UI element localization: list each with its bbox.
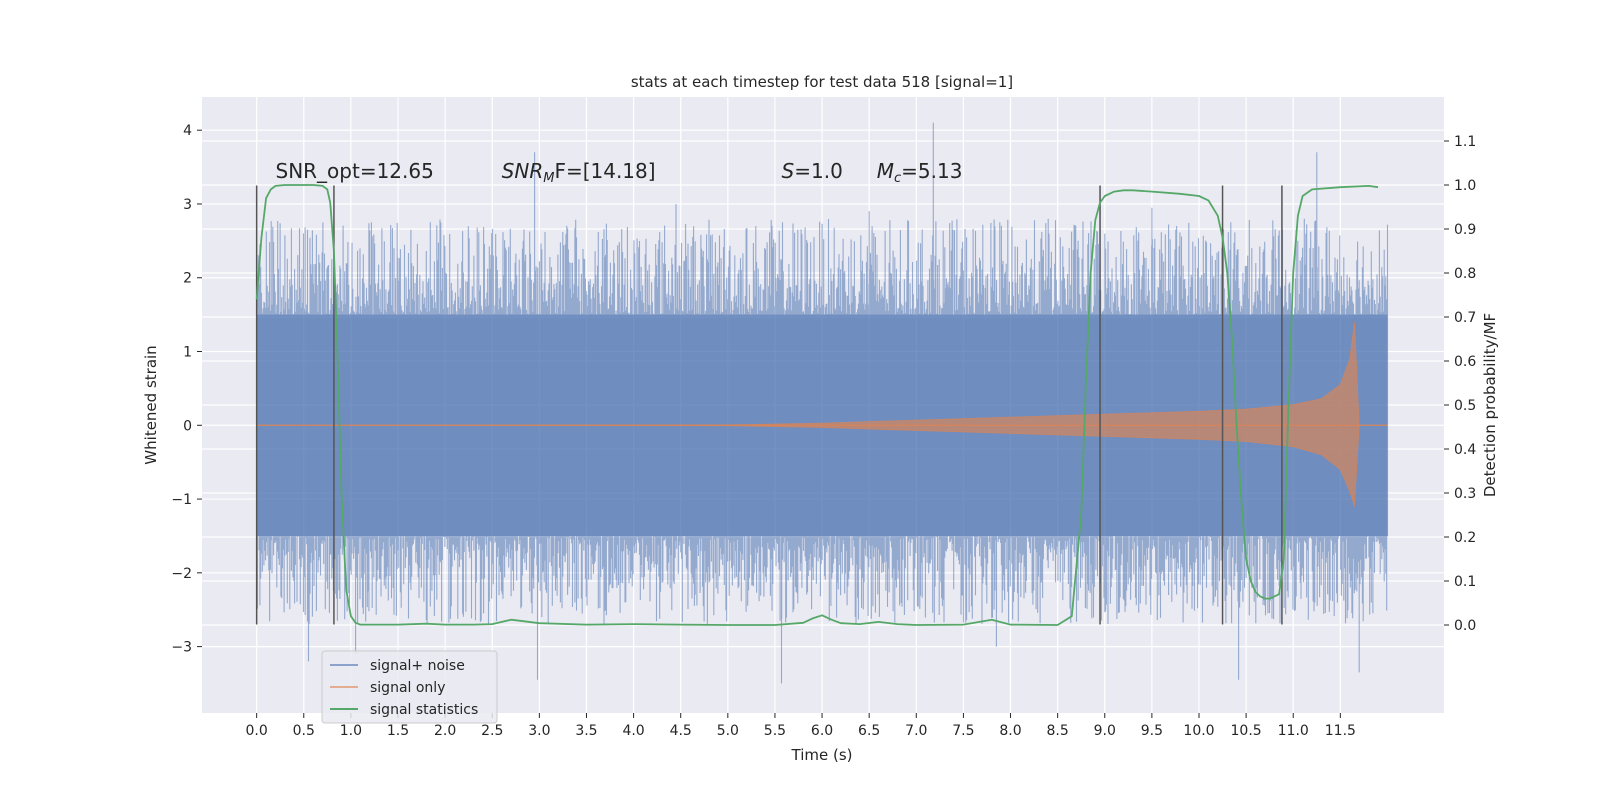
x-tick-label: 3.5 (575, 723, 597, 739)
legend-entry: signal+ noise (370, 658, 465, 674)
y-tick-label: 4 (183, 123, 192, 139)
y-right-tick-label: 0.2 (1454, 530, 1476, 546)
y-right-axis-label: Detection probability/MF (1481, 313, 1499, 497)
annotation-value: =1.0 (794, 159, 843, 183)
y-right-tick-label: 0.7 (1454, 310, 1476, 326)
x-tick-label: 5.0 (717, 723, 739, 739)
y-right-tick-label: 1.1 (1454, 134, 1476, 150)
x-tick-label: 8.0 (999, 723, 1021, 739)
legend-entry: signal statistics (370, 702, 478, 718)
y-right-tick-label: 0.4 (1454, 442, 1476, 458)
annotation-symbol: M (877, 159, 894, 183)
x-tick-label: 2.5 (481, 723, 503, 739)
y-axis-label: Whitened strain (142, 345, 160, 464)
x-tick-label: 4.5 (670, 723, 692, 739)
x-tick-label: 9.0 (1094, 723, 1116, 739)
x-axis-ticks: 0.0 0.5 1.0 1.5 2.0 2.5 3.0 3.5 4.0 4.5 5.0 5.5 6.0 6… (246, 713, 1356, 739)
y-tick-label: −1 (171, 492, 192, 508)
x-tick-label: 11.0 (1278, 723, 1309, 739)
x-tick-label: 7.5 (952, 723, 974, 739)
x-tick-label: 10.5 (1231, 723, 1262, 739)
annotation-subscript: c (894, 171, 901, 186)
y-axis-ticks: −3 −2 −1 0 1 2 3 4 (171, 123, 202, 656)
legend-entry: signal only (370, 680, 445, 696)
y-right-tick-label: 0.1 (1454, 574, 1476, 590)
x-tick-label: 0.0 (246, 723, 268, 739)
y-tick-label: −2 (171, 566, 192, 582)
x-tick-label: 3.0 (528, 723, 550, 739)
y-right-axis-ticks: 0.0 0.1 0.2 0.3 0.4 0.5 0.6 0.7 0.8 0.9 1.0 1.1 (1444, 134, 1476, 634)
x-tick-label: 0.5 (293, 723, 315, 739)
annotations: SNR_opt=12.65 SNRMF=[14.18] S=1.0 Mc=5.13 (276, 159, 963, 186)
annotation-subscript: M (543, 171, 554, 186)
y-tick-label: 1 (183, 345, 192, 361)
chart-title: stats at each timestep for test data 518… (631, 73, 1013, 91)
x-tick-label: 4.0 (622, 723, 644, 739)
series-signal-only (256, 321, 1388, 507)
y-right-tick-label: 0.6 (1454, 354, 1476, 370)
y-right-tick-label: 1.0 (1454, 178, 1476, 194)
annotation-s-val: S=1.0 (782, 159, 843, 183)
annotation-snr-mf: SNRMF=[14.18] (502, 159, 656, 186)
x-tick-label: 1.0 (340, 723, 362, 739)
x-tick-label: 7.0 (905, 723, 927, 739)
x-tick-label: 6.0 (811, 723, 833, 739)
y-right-tick-label: 0.9 (1454, 222, 1476, 238)
y-right-tick-label: 0.5 (1454, 398, 1476, 414)
series-signal-statistics (255, 184, 1379, 626)
legend-box (321, 650, 498, 724)
x-tick-label: 10.0 (1183, 723, 1214, 739)
y-tick-label: 2 (183, 271, 192, 287)
y-right-tick-label: 0.3 (1454, 486, 1476, 502)
x-tick-label: 2.0 (434, 723, 456, 739)
x-tick-label: 9.5 (1141, 723, 1163, 739)
annotation-value: =5.13 (901, 159, 962, 183)
x-tick-label: 11.5 (1325, 723, 1356, 739)
y-right-tick-label: 0.8 (1454, 266, 1476, 282)
x-tick-label: 5.5 (764, 723, 786, 739)
annotation-symbol: S (782, 159, 795, 183)
y-tick-label: 0 (183, 418, 192, 434)
x-tick-label: 1.5 (387, 723, 409, 739)
y-right-tick-label: 0.0 (1454, 618, 1476, 634)
x-axis-label: Time (s) (791, 746, 853, 764)
x-tick-label: 8.5 (1047, 723, 1069, 739)
legend: signal+ noise signal only signal statistic… (321, 650, 498, 724)
annotation-snr-opt: SNR_opt=12.65 (276, 159, 434, 183)
x-tick-label: 6.5 (858, 723, 880, 739)
annotation-value: F=[14.18] (554, 159, 655, 183)
annotation-symbol: SNR (502, 159, 544, 183)
y-tick-label: −3 (171, 640, 192, 656)
y-tick-label: 3 (183, 197, 192, 213)
annotation-mc-val: Mc=5.13 (877, 159, 963, 186)
statistics-line (255, 184, 1379, 626)
